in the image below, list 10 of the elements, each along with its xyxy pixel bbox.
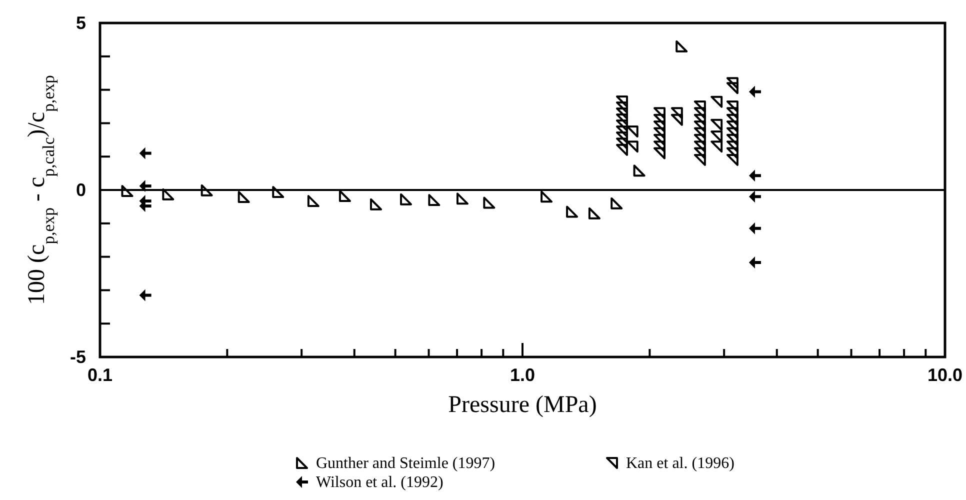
legend-label: Wilson et al. (1992) (316, 474, 444, 491)
y-tick-label: -5 (70, 347, 86, 367)
x-tick-label: 0.1 (87, 365, 113, 385)
x-tick-label: 10.0 (927, 365, 963, 385)
y-tick-label: 5 (76, 13, 86, 33)
y-tick-label: 0 (76, 180, 86, 200)
legend-label: Gunther and Steimle (1997) (316, 455, 496, 472)
legend-label: Kan et al. (1996) (626, 455, 734, 472)
x-axis-title: Pressure (MPa) (448, 392, 597, 418)
x-tick-label: 1.0 (510, 365, 536, 385)
